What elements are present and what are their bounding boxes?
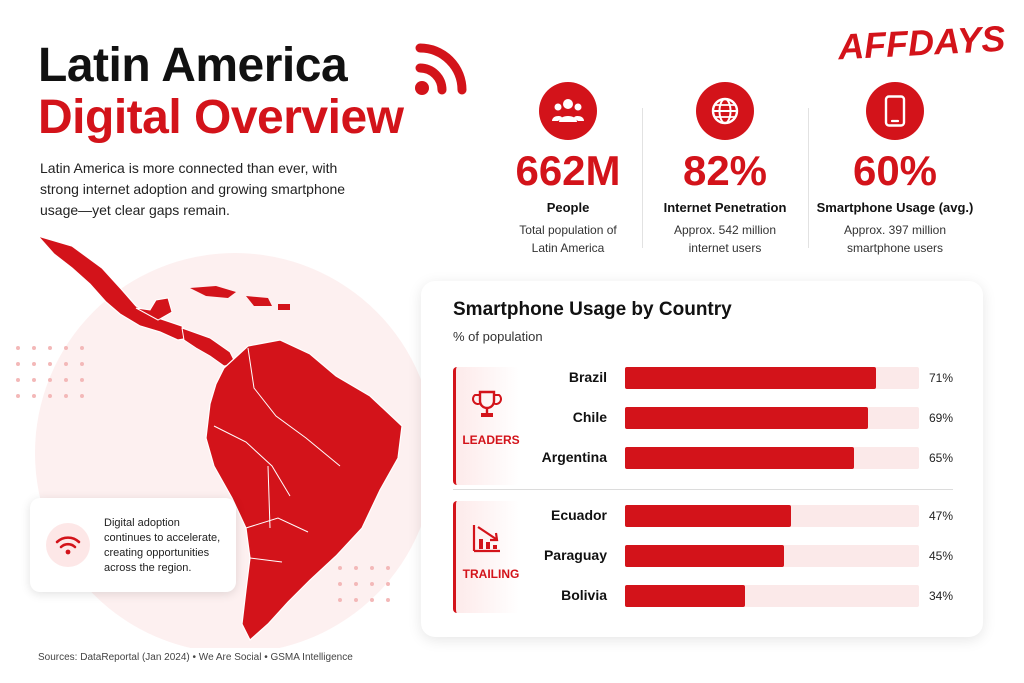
note-text: Digital adoption continues to accelerate…: [104, 517, 221, 574]
stat-smartphone: 60% Smartphone Usage (avg.) Approx. 397 …: [815, 82, 975, 257]
stat-people: 662M People Total population of Latin Am…: [488, 82, 648, 257]
stat-label: Smartphone Usage (avg.): [816, 200, 974, 215]
divider: [642, 108, 643, 248]
value-label: 45%: [929, 549, 954, 563]
group-trailing: TRAILING: [453, 501, 519, 613]
divider: [808, 108, 809, 248]
value-label: 71%: [929, 371, 954, 385]
globe-icon: [696, 82, 754, 140]
smartphone-icon: [866, 82, 924, 140]
bar: [625, 585, 745, 607]
dot-pattern: [16, 346, 390, 602]
country-label: Brazil: [568, 369, 607, 385]
country-label: Chile: [572, 409, 607, 425]
stat-description: Approx. 542 million internet users: [673, 223, 777, 255]
smartphone-usage-chart: Smartphone Usage by Country % of populat…: [421, 281, 983, 637]
brand-logo: AFFDAYS: [837, 17, 1007, 68]
page-title: Latin America Digital Overview: [38, 39, 404, 144]
bar: [625, 447, 855, 469]
country-label: Ecuador: [550, 507, 607, 523]
bar: [625, 505, 791, 527]
stat-label: Internet Penetration: [663, 200, 787, 215]
source-footnote: Sources: DataReportal (Jan 2024) • We Ar…: [38, 652, 353, 663]
chart-title: Smartphone Usage by Country: [453, 299, 732, 320]
title-line-1: Latin America: [38, 39, 348, 92]
declining-chart-icon: [472, 525, 500, 553]
stat-internet: 82% Internet Penetration Approx. 542 mil…: [645, 82, 805, 257]
country-label: Bolivia: [561, 587, 607, 603]
insight-note: Digital adoption continues to accelerate…: [30, 498, 236, 592]
bar: [625, 545, 784, 567]
wifi-icon: [46, 523, 90, 567]
group-label: TRAILING: [462, 567, 520, 581]
intro-text: Latin America is more connected than eve…: [40, 160, 346, 218]
wifi-signal-icon: [415, 43, 467, 95]
value-label: 34%: [929, 589, 954, 603]
chart-subtitle: % of population: [453, 329, 543, 344]
stat-label: People: [546, 200, 590, 215]
value-label: 69%: [929, 411, 954, 425]
stat-description: Total population of Latin America: [519, 223, 617, 255]
trophy-icon: [472, 390, 502, 417]
group-label: LEADERS: [462, 433, 520, 447]
stat-description: Approx. 397 million smartphone users: [843, 223, 947, 255]
value-label: 47%: [929, 509, 954, 523]
bar: [625, 367, 876, 389]
value-label: 65%: [929, 451, 954, 465]
stat-value: 662M: [515, 147, 621, 194]
country-label: Paraguay: [543, 547, 607, 563]
title-line-2: Digital Overview: [38, 91, 404, 144]
group-divider: [453, 489, 953, 490]
group-leaders: LEADERS: [453, 367, 520, 485]
people-icon: [539, 82, 597, 140]
country-label: Argentina: [541, 449, 607, 465]
stat-value: 60%: [852, 147, 938, 194]
stat-value: 82%: [682, 147, 768, 194]
bar: [625, 407, 869, 429]
